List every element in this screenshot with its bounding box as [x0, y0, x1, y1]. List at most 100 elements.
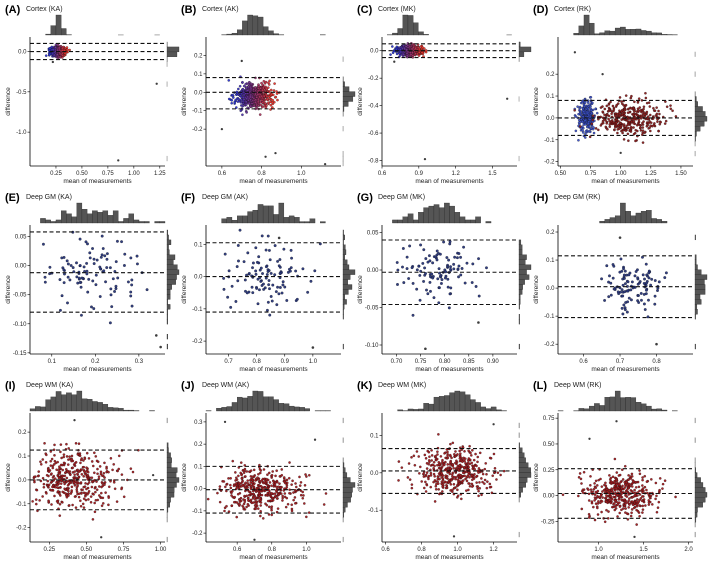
side-histogram-bar — [166, 462, 172, 468]
side-histogram-bar — [342, 234, 345, 241]
data-point — [294, 485, 298, 489]
top-histogram-bar — [237, 29, 243, 36]
x-tick-label: 0.6 — [233, 547, 242, 553]
data-point — [261, 517, 265, 520]
data-point — [82, 475, 85, 478]
data-point — [56, 490, 60, 493]
top-histogram-bar — [413, 22, 419, 36]
data-point — [437, 301, 441, 305]
data-point — [637, 97, 641, 100]
data-point — [280, 291, 284, 295]
side-histogram-bar — [518, 239, 522, 245]
data-point — [396, 283, 399, 286]
data-point — [76, 492, 79, 496]
data-point — [227, 97, 231, 101]
data-point — [477, 467, 481, 470]
data-point — [236, 100, 240, 103]
y-axis-label: difference — [533, 463, 540, 492]
side-histogram-bar — [518, 319, 520, 325]
data-point — [640, 109, 644, 113]
data-point — [486, 480, 489, 483]
y-tick-label: -0.10 — [365, 343, 379, 349]
data-point — [428, 460, 431, 464]
side-histogram-bar — [694, 517, 697, 523]
side-histogram-bar — [166, 51, 178, 57]
data-point — [235, 265, 239, 269]
data-point — [78, 469, 82, 473]
top-histogram-bar — [433, 204, 440, 224]
y-tick-label: -0.1 — [16, 502, 27, 508]
data-point — [114, 287, 118, 290]
data-point — [650, 478, 653, 481]
data-point — [230, 99, 234, 102]
data-point — [601, 73, 604, 76]
data-point — [66, 301, 69, 305]
data-point — [276, 259, 280, 263]
data-point — [111, 277, 115, 281]
top-histogram-bar — [86, 399, 93, 412]
top-histogram-bar — [620, 26, 626, 36]
data-point — [267, 505, 271, 509]
data-point — [50, 45, 54, 49]
data-point — [669, 104, 672, 107]
top-histogram-bar — [86, 213, 93, 224]
data-point — [463, 450, 466, 453]
top-histogram-bar — [480, 406, 486, 412]
side-histogram-bar — [342, 96, 354, 102]
data-point — [619, 257, 623, 261]
data-point — [308, 473, 311, 477]
data-point — [273, 82, 276, 85]
side-histogram-bar — [166, 497, 171, 503]
data-point — [424, 457, 428, 460]
data-point — [618, 96, 622, 99]
top-histogram-bar — [464, 394, 471, 412]
data-point — [477, 489, 480, 493]
data-point — [401, 247, 405, 250]
data-point — [259, 279, 263, 283]
data-point — [644, 262, 648, 266]
data-point — [427, 254, 431, 258]
data-point — [306, 290, 310, 294]
data-point — [95, 258, 99, 262]
data-point — [241, 80, 244, 84]
data-point — [246, 503, 250, 506]
top-histogram-bar — [392, 32, 398, 36]
data-point — [457, 466, 461, 470]
top-histogram-bar — [294, 217, 300, 224]
x-tick-label: 0.25 — [43, 547, 55, 553]
data-point — [637, 301, 641, 304]
data-point — [637, 120, 641, 124]
data-point — [51, 485, 54, 489]
data-point — [75, 482, 78, 485]
top-histogram-bar — [428, 205, 435, 224]
data-point — [449, 286, 453, 290]
top-histogram-bar — [578, 408, 585, 412]
data-point — [267, 471, 271, 475]
data-point — [254, 272, 258, 276]
data-point — [257, 490, 260, 493]
data-point — [56, 474, 60, 478]
data-points — [31, 419, 155, 539]
x-tick-label: 0.90 — [487, 359, 499, 365]
data-point — [639, 292, 643, 295]
data-point — [255, 486, 259, 490]
top-histogram — [573, 14, 678, 36]
data-point — [69, 473, 72, 476]
data-point — [446, 456, 450, 460]
data-point — [270, 513, 274, 517]
data-point — [245, 505, 248, 509]
data-point — [267, 101, 270, 105]
data-point — [430, 272, 434, 276]
data-point — [264, 493, 268, 497]
data-point — [477, 471, 480, 474]
side-histogram-bar — [694, 299, 702, 305]
data-point — [446, 265, 449, 268]
data-point — [641, 126, 645, 129]
x-tick-label: 0.6 — [378, 171, 387, 177]
side-histogram-bar — [166, 239, 172, 245]
data-point — [110, 305, 114, 309]
data-point — [446, 466, 450, 469]
data-point — [276, 285, 279, 289]
data-point — [245, 494, 249, 498]
data-point — [75, 275, 79, 279]
